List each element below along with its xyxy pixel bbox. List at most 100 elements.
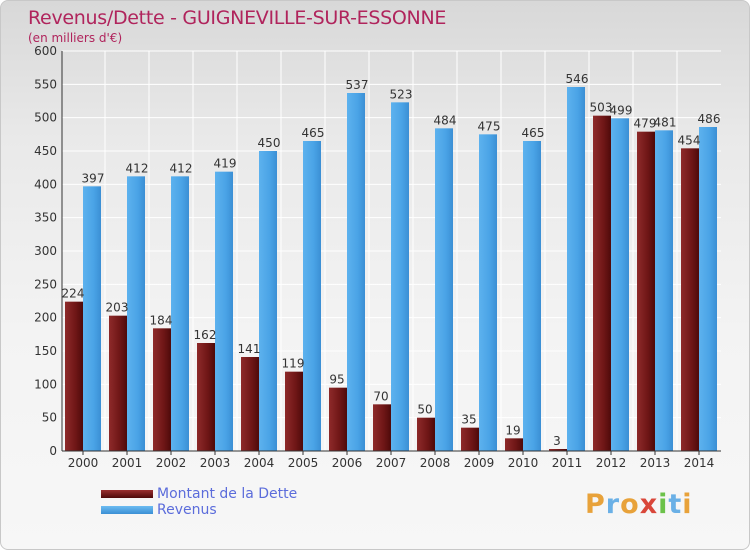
y-tick-label: 150: [34, 344, 57, 358]
bar-revenus: [611, 118, 629, 451]
bar-revenus: [127, 176, 145, 452]
chart-subtitle: (en milliers d'€): [28, 31, 123, 45]
data-label-dette: 19: [505, 423, 520, 437]
data-label-dette: 454: [678, 133, 701, 147]
bar-revenus: [391, 102, 409, 451]
bar-dette: [593, 115, 611, 452]
data-label-revenus: 412: [170, 161, 193, 175]
bar-dette: [461, 427, 479, 451]
data-label-revenus: 419: [214, 157, 237, 171]
data-label-dette: 203: [106, 301, 129, 315]
y-tick-label: 350: [34, 211, 57, 225]
bar-revenus: [567, 87, 585, 451]
data-label-dette: 141: [238, 342, 261, 356]
bar-dette: [637, 131, 655, 451]
legend-label-revenus: Revenus: [157, 502, 217, 518]
bar-dette: [549, 449, 567, 451]
y-tick-label: 600: [34, 44, 57, 58]
bar-revenus: [259, 151, 277, 451]
y-tick-label: 500: [34, 111, 57, 125]
data-label-revenus: 484: [434, 113, 457, 127]
bar-dette: [373, 404, 391, 451]
data-label-revenus: 475: [478, 119, 501, 133]
x-tick-label: 2013: [640, 456, 671, 470]
data-label-dette: 479: [634, 117, 657, 131]
bar-revenus: [479, 134, 497, 452]
data-label-dette: 162: [194, 328, 217, 342]
y-tick-label: 400: [34, 177, 57, 191]
data-label-revenus: 465: [302, 126, 325, 140]
x-tick-label: 2004: [244, 456, 275, 470]
data-label-dette: 70: [373, 389, 388, 403]
x-tick-label: 2009: [464, 456, 495, 470]
data-label-revenus: 412: [126, 161, 149, 175]
x-tick-label: 2014: [684, 456, 715, 470]
data-label-dette: 184: [150, 313, 173, 327]
y-tick-label: 450: [34, 144, 57, 158]
y-tick-label: 0: [49, 444, 57, 458]
data-label-dette: 224: [62, 287, 85, 301]
bar-revenus: [215, 171, 233, 451]
data-label-revenus: 523: [390, 87, 413, 101]
bar-revenus: [171, 176, 189, 452]
bar-revenus: [699, 127, 717, 451]
y-tick-label: 200: [34, 311, 57, 325]
data-label-revenus: 465: [522, 126, 545, 140]
legend-label-dette: Montant de la Dette: [157, 486, 298, 502]
y-tick-label: 100: [34, 377, 57, 391]
bar-dette: [285, 371, 303, 451]
bar-dette: [329, 387, 347, 451]
logo-letter: r: [605, 489, 621, 520]
bar-revenus: [83, 186, 101, 452]
x-tick-label: 2012: [596, 456, 627, 470]
bar-dette: [241, 357, 259, 451]
data-label-revenus: 486: [698, 112, 721, 126]
x-tick-label: 2011: [552, 456, 583, 470]
logo-letter: i: [658, 489, 669, 520]
bar-dette: [417, 417, 435, 451]
bar-revenus: [303, 141, 321, 451]
bar-revenus: [347, 93, 365, 451]
y-tick-label: 550: [34, 77, 57, 91]
logo-letter: P: [585, 489, 606, 520]
x-tick-label: 2002: [156, 456, 187, 470]
data-label-dette: 35: [461, 413, 476, 427]
x-tick-label: 2001: [112, 456, 143, 470]
y-tick-label: 50: [42, 411, 57, 425]
bar-revenus: [655, 130, 673, 452]
bar-dette: [681, 148, 699, 452]
bar-revenus: [435, 128, 453, 451]
bar-dette: [153, 328, 171, 451]
y-tick-label: 250: [34, 277, 57, 291]
data-label-revenus: 397: [82, 171, 105, 185]
data-label-revenus: 481: [654, 115, 677, 129]
y-tick-label: 300: [34, 244, 57, 258]
data-label-revenus: 537: [346, 78, 369, 92]
x-tick-label: 2003: [200, 456, 231, 470]
bar-dette: [505, 438, 523, 451]
logo-letter: o: [620, 489, 640, 520]
bar-dette: [197, 343, 215, 451]
x-tick-label: 2005: [288, 456, 319, 470]
legend-swatch-dette: [101, 490, 153, 498]
data-label-revenus: 499: [610, 103, 633, 117]
data-label-dette: 503: [590, 101, 613, 115]
bar-dette: [65, 301, 83, 451]
bar-dette: [109, 315, 127, 451]
x-tick-label: 2008: [420, 456, 451, 470]
logo-letter: x: [639, 489, 659, 520]
logo-letter: i: [682, 489, 693, 520]
legend-swatch-revenus: [101, 506, 153, 514]
x-tick-label: 2000: [68, 456, 99, 470]
x-tick-label: 2006: [332, 456, 363, 470]
data-label-dette: 95: [329, 373, 344, 387]
bar-revenus: [523, 141, 541, 451]
data-label-revenus: 546: [566, 72, 589, 86]
logo-letter: t: [668, 489, 683, 520]
proxiti-logo: Proxiti: [585, 489, 693, 520]
chart-title: Revenus/Dette - GUIGNEVILLE-SUR-ESSONNE: [28, 7, 447, 29]
x-tick-label: 2010: [508, 456, 539, 470]
data-label-dette: 50: [417, 403, 432, 417]
